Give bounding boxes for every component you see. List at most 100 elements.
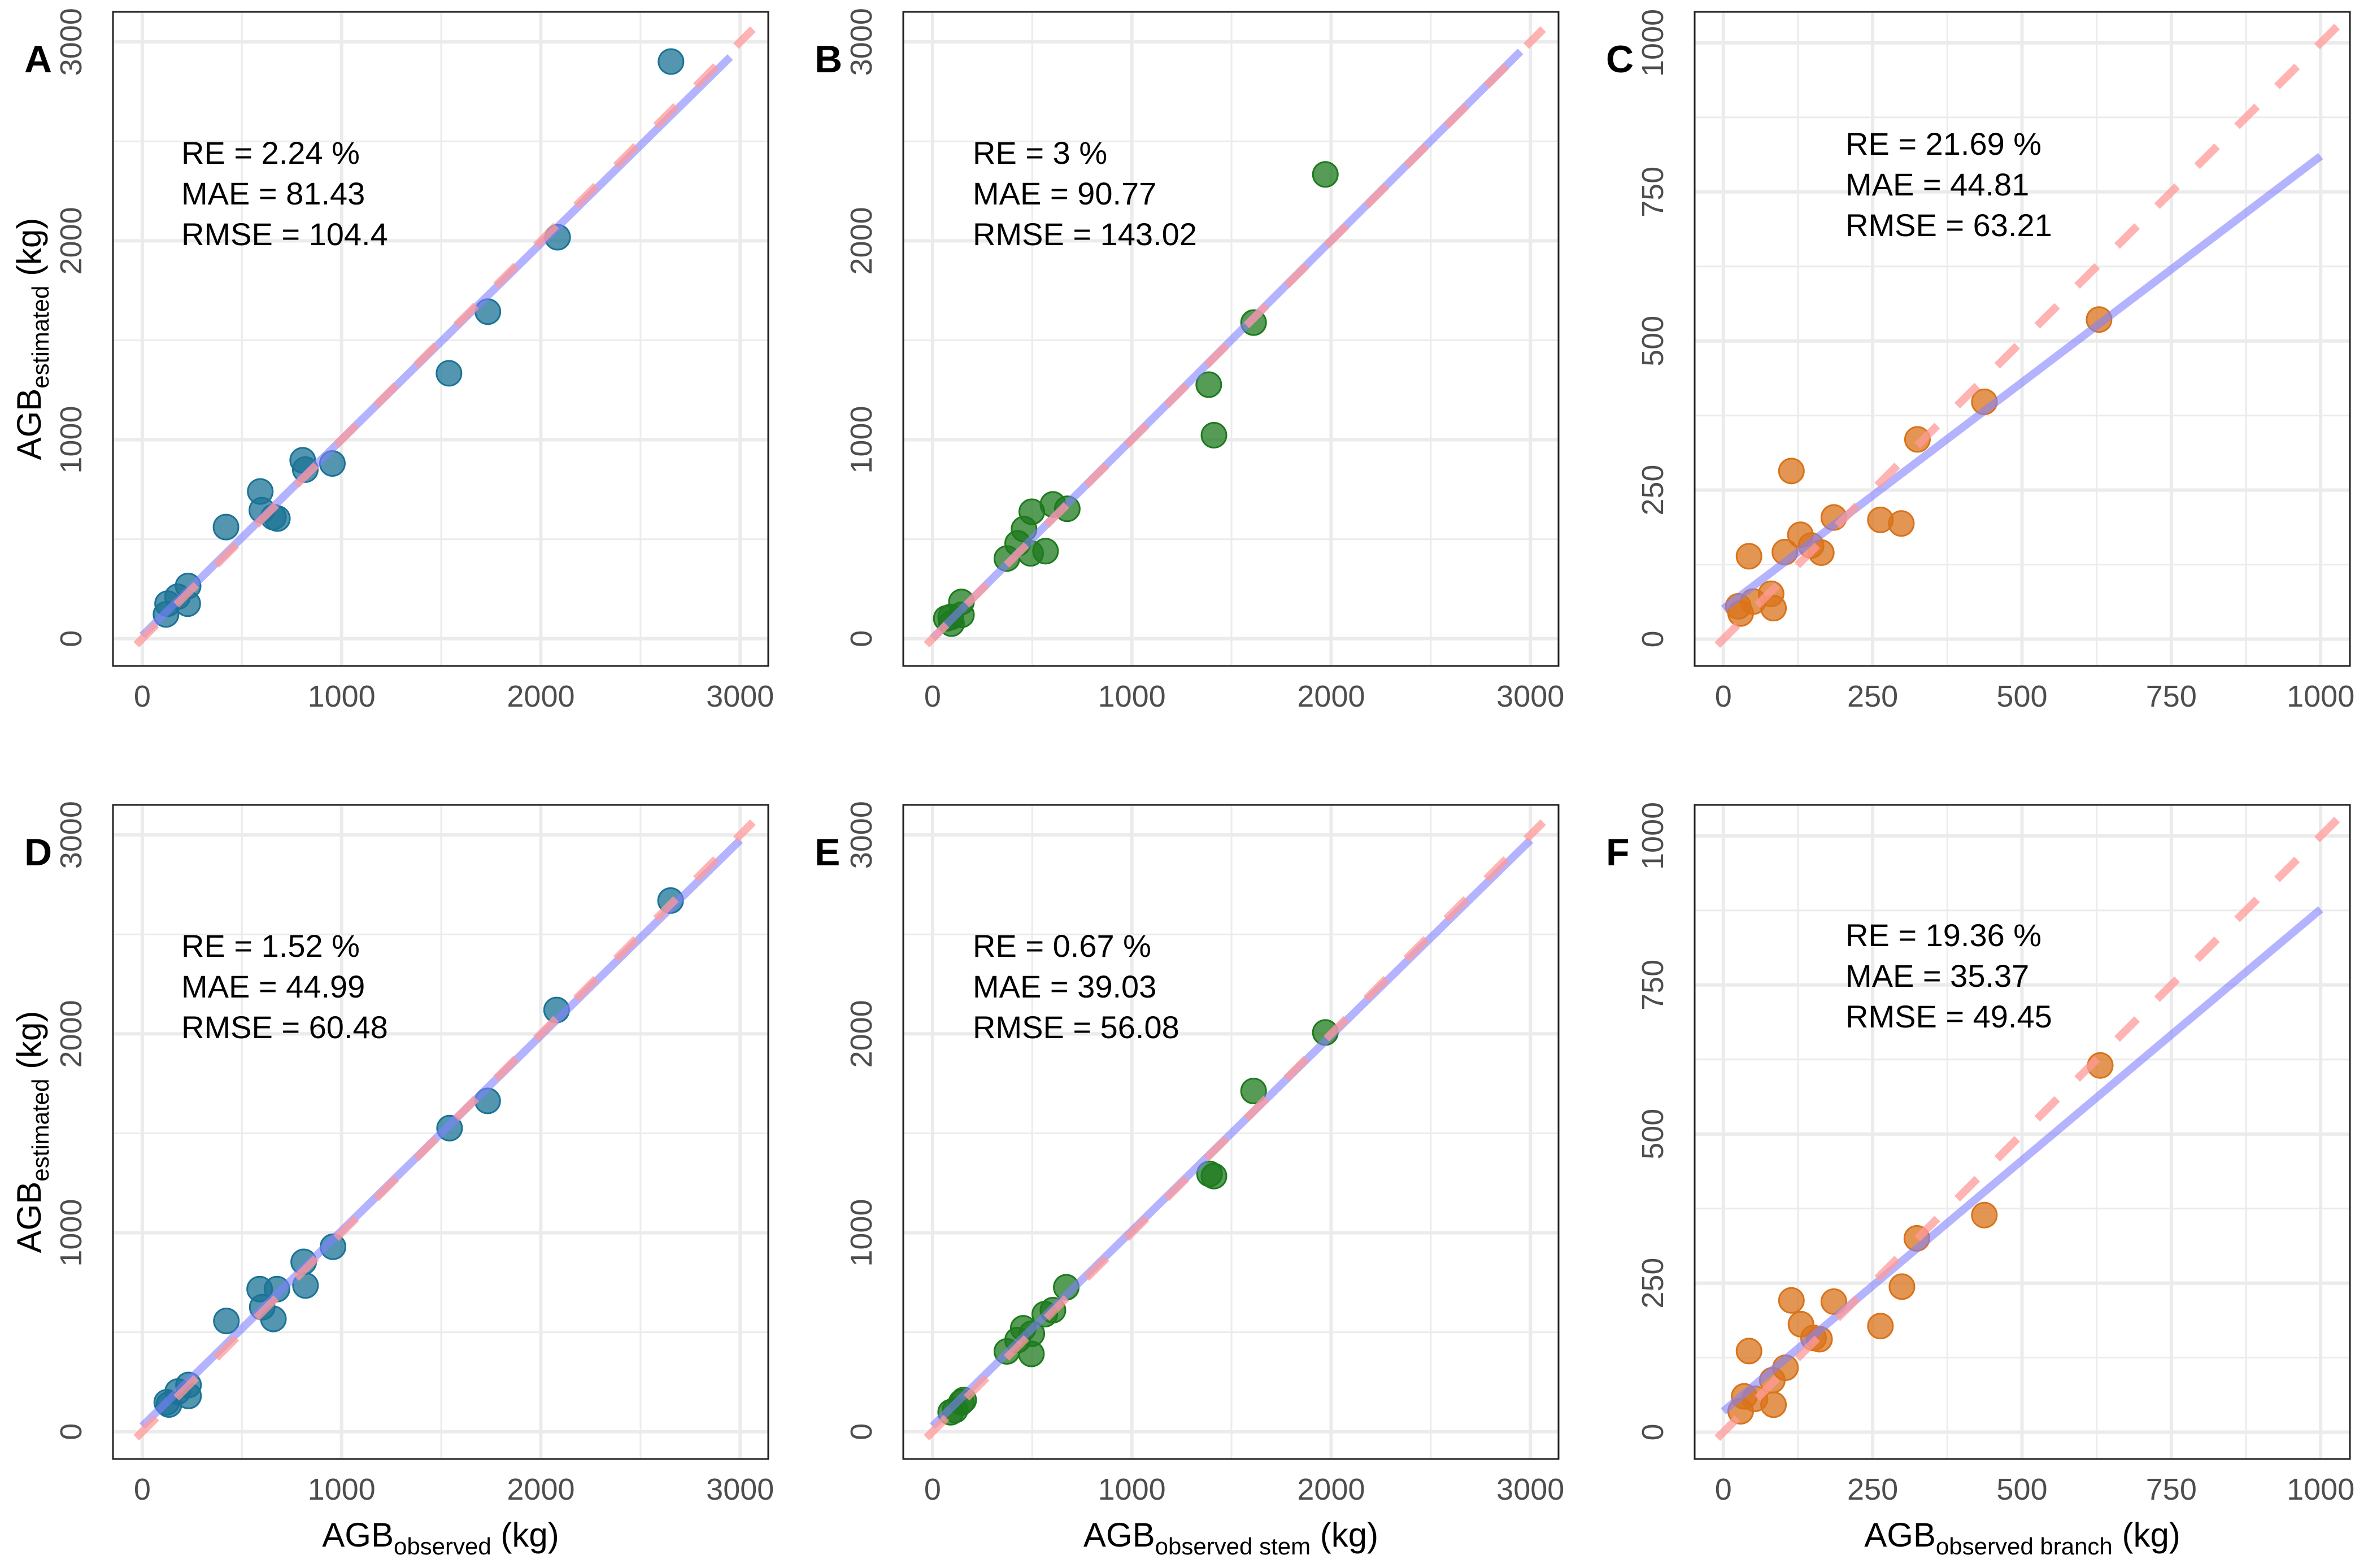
y-tick-label: 0: [1636, 1423, 1670, 1440]
data-point: [942, 1396, 969, 1423]
y-tick-label: 2000: [54, 207, 88, 275]
panel-letter: E: [815, 831, 840, 874]
data-point: [1904, 426, 1931, 453]
x-axis-title: AGBobserved stem (kg): [1083, 1516, 1378, 1560]
data-point: [291, 456, 319, 483]
metric-annotation: MAE = 44.99: [181, 969, 365, 1004]
panel-C: 0 250 500 750 1000 0 250 500 750 1000 RE = 21.69 %…: [1606, 9, 2354, 713]
y-tick-label: 1000: [54, 406, 88, 473]
data-point: [1195, 371, 1222, 398]
panel-A: 0 1000 2000 3000 0 1000 2000 3000 RE = 2.24 % MAE…: [10, 8, 774, 713]
x-tick-label: 0: [1715, 680, 1732, 713]
plot-area: [924, 819, 1546, 1441]
gridlines: [1695, 12, 2350, 666]
y-tick-label: 1000: [845, 1199, 878, 1266]
data-point: [1735, 1338, 1762, 1365]
x-tick-label: 2000: [507, 680, 574, 713]
x-tick-label: 250: [1847, 1473, 1898, 1506]
x-axis-title-unit: (kg): [2113, 1516, 2180, 1554]
data-point: [1032, 538, 1059, 565]
x-tick-label: 0: [924, 1473, 941, 1506]
x-axis-title-subscript: observed stem: [1155, 1533, 1311, 1560]
y-tick-label: 3000: [845, 801, 878, 869]
x-tick-label: 3000: [1496, 1473, 1564, 1506]
metric-annotation: RE = 3 %: [973, 135, 1107, 171]
x-tick-label: 500: [1996, 1473, 2047, 1506]
metric-annotation: RE = 0.67 %: [973, 928, 1151, 964]
plot-area: [1714, 815, 2341, 1441]
y-tick-label: 3000: [54, 8, 88, 76]
y-axis-title-unit: (kg): [10, 218, 48, 286]
gridlines: [903, 12, 1559, 666]
metric-annotation: RE = 1.52 %: [181, 928, 360, 964]
x-tick-label: 500: [1996, 680, 2047, 713]
gridlines: [1695, 805, 2350, 1459]
metric-annotation: MAE = 44.81: [1845, 167, 2029, 202]
x-tick-label: 3000: [706, 1473, 774, 1506]
panel-border: [112, 804, 769, 1460]
y-axis-title-unit: (kg): [10, 1011, 48, 1079]
y-tick-label: 0: [845, 1423, 878, 1440]
metric-annotation: MAE = 81.43: [181, 176, 365, 211]
y-tick-label: 2000: [54, 1000, 88, 1068]
metric-annotation: RE = 2.24 %: [181, 135, 360, 171]
gridlines: [113, 805, 768, 1459]
panel-border: [902, 11, 1560, 667]
x-axis-title-subscript: observed branch: [1936, 1533, 2113, 1560]
panel-letter: D: [24, 831, 52, 874]
y-tick-label: 2000: [845, 207, 878, 275]
data-point: [212, 513, 240, 541]
data-point: [1778, 458, 1805, 485]
x-tick-label: 1000: [1098, 1473, 1166, 1506]
data-point: [1240, 1077, 1267, 1104]
y-tick-label: 3000: [845, 8, 878, 76]
x-tick-label: 3000: [706, 680, 774, 713]
metric-annotation: RMSE = 104.4: [181, 216, 388, 252]
y-axis-title-subscript: estimated: [27, 1079, 54, 1182]
y-tick-label: 1000: [54, 1199, 88, 1266]
x-axis-title-main: AGB: [1864, 1516, 1936, 1554]
x-tick-label: 250: [1847, 680, 1898, 713]
y-tick-label: 250: [1636, 465, 1670, 516]
data-point: [1018, 1340, 1045, 1367]
plot-area: [133, 819, 756, 1441]
x-axis-title-subscript: observed: [394, 1533, 491, 1560]
fit-line: [929, 837, 1534, 1429]
x-tick-label: 1000: [2287, 1473, 2354, 1506]
metric-annotation: RMSE = 60.48: [181, 1009, 388, 1045]
panel-F: 0 250 500 750 1000 0 250 500 750 1000 RE = 19.36 %…: [1606, 802, 2354, 1560]
y-tick-label: 250: [1636, 1258, 1670, 1309]
gridlines: [113, 12, 768, 666]
plot-area: [924, 26, 1546, 648]
y-tick-label: 3000: [54, 801, 88, 869]
x-tick-label: 750: [2146, 1473, 2197, 1506]
panel-border: [902, 804, 1560, 1460]
data-point: [1735, 543, 1762, 570]
y-tick-label: 500: [1636, 316, 1670, 367]
y-tick-label: 750: [1636, 960, 1670, 1011]
data-point: [1200, 1162, 1227, 1190]
x-tick-label: 1000: [2287, 680, 2354, 713]
panel-E: 0 1000 2000 3000 0 1000 2000 3000 RE = 0.67 % MAE…: [815, 801, 1564, 1560]
data-point: [1778, 1287, 1805, 1314]
data-point: [436, 360, 463, 387]
y-tick-label: 1000: [1636, 9, 1670, 77]
x-tick-label: 1000: [308, 1473, 376, 1506]
x-tick-label: 1000: [308, 680, 376, 713]
y-tick-label: 1000: [845, 406, 878, 473]
data-point: [1888, 510, 1915, 537]
panel-letter: B: [815, 38, 842, 81]
metric-annotation: RMSE = 49.45: [1845, 999, 2052, 1034]
x-tick-label: 0: [134, 1473, 151, 1506]
x-tick-label: 1000: [1098, 680, 1166, 713]
x-tick-label: 750: [2146, 680, 2197, 713]
plot-area: [133, 26, 756, 648]
x-tick-label: 0: [1715, 1473, 1732, 1506]
data-point: [1312, 161, 1339, 188]
fit-line: [1721, 153, 2323, 612]
y-tick-label: 0: [54, 1423, 88, 1440]
fit-line: [139, 837, 743, 1429]
y-tick-label: 750: [1636, 167, 1670, 217]
x-axis-title: AGBobserved (kg): [322, 1516, 559, 1560]
